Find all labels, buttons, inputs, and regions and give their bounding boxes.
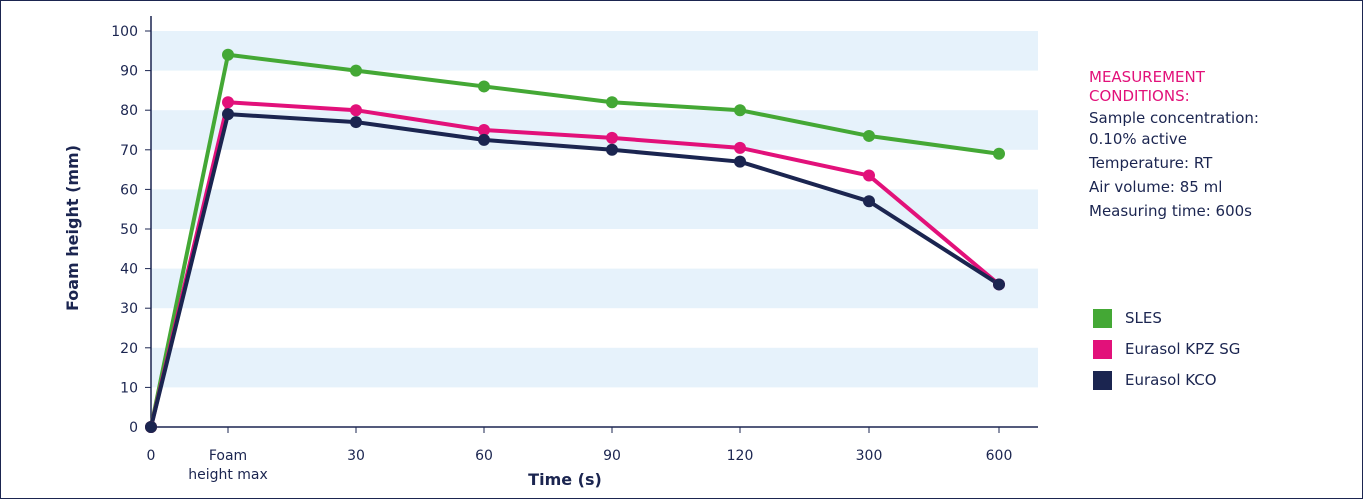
axes <box>145 16 1038 433</box>
grid-bands <box>151 31 1038 388</box>
x-tick-label: 0 <box>147 448 156 464</box>
legend: SLES Eurasol KPZ SG Eurasol KCO <box>1093 307 1240 400</box>
data-point-1-1 <box>222 96 234 109</box>
y-tick-label: 40 <box>120 262 138 278</box>
x-tick-label: 300 <box>856 448 883 464</box>
x-tick-label: 60 <box>475 448 493 464</box>
data-point-0-2 <box>350 64 362 77</box>
grid-band <box>151 268 1038 309</box>
data-point-1-5 <box>734 141 746 154</box>
conditions-title-line1: MEASUREMENT <box>1089 68 1205 86</box>
data-point-2-4 <box>606 143 618 156</box>
x-axis-title: Time (s) <box>528 470 602 489</box>
condition-concentration-value: 0.10% active <box>1089 130 1188 148</box>
grid-band <box>151 31 1038 71</box>
conditions-title-line2: CONDITIONS: <box>1089 87 1190 105</box>
legend-item-sles: SLES <box>1093 307 1240 329</box>
x-tick-labels: 0 Foam height max 30 60 90 120 300 600 <box>147 448 1013 483</box>
series-points <box>145 48 1005 433</box>
data-point-2-2 <box>350 116 362 129</box>
legend-swatch-kpz <box>1093 339 1112 359</box>
data-point-2-1 <box>222 108 234 121</box>
series-line-2 <box>149 112 1001 429</box>
data-point-2-3 <box>478 133 490 146</box>
x-tick-label: 30 <box>347 448 365 464</box>
grid-band <box>151 347 1038 388</box>
legend-item-kco: Eurasol KCO <box>1093 369 1240 391</box>
y-tick-label: 70 <box>120 143 138 159</box>
x-tick-label: height max <box>188 467 268 483</box>
data-point-0-7 <box>993 147 1005 160</box>
data-point-0-5 <box>734 104 746 117</box>
y-tick-label: 60 <box>120 182 138 198</box>
y-tick-label: 20 <box>120 341 138 357</box>
conditions-title: MEASUREMENT CONDITIONS: <box>1089 68 1349 106</box>
data-point-0-3 <box>478 80 490 93</box>
x-tick-label: 90 <box>603 448 621 464</box>
legend-swatch-kco <box>1093 370 1112 390</box>
data-point-1-2 <box>350 104 362 117</box>
y-tick-label: 10 <box>120 380 138 396</box>
grid-band <box>151 189 1038 229</box>
condition-measuring-time: Measuring time: 600s <box>1089 202 1252 220</box>
x-tick-label: 600 <box>986 448 1013 464</box>
data-point-1-6 <box>863 169 875 182</box>
y-tick-label: 30 <box>120 301 138 317</box>
y-tick-label: 80 <box>120 103 138 119</box>
legend-label-kco: Eurasol KCO <box>1125 371 1217 389</box>
condition-temperature: Temperature: RT <box>1089 154 1213 172</box>
y-tick-label: 100 <box>111 24 138 40</box>
condition-concentration-label: Sample concentration: <box>1089 109 1259 127</box>
legend-item-kpz: Eurasol KPZ SG <box>1093 338 1240 360</box>
series-line-1 <box>149 100 1001 429</box>
y-tick-label: 90 <box>120 64 138 80</box>
y-axis-title: Foam height (mm) <box>63 145 82 311</box>
data-point-2-7 <box>993 278 1005 291</box>
data-point-0-4 <box>606 96 618 109</box>
data-point-2-6 <box>863 195 875 208</box>
x-tick-label: Foam <box>209 448 247 464</box>
data-point-2-0 <box>145 421 157 433</box>
series-line-0 <box>149 52 1001 429</box>
y-tick-label: 50 <box>120 222 138 238</box>
data-point-0-1 <box>222 48 234 61</box>
y-tick-label: 0 <box>129 420 138 436</box>
data-point-1-4 <box>606 131 618 144</box>
legend-label-kpz: Eurasol KPZ SG <box>1125 340 1241 358</box>
data-point-0-6 <box>863 129 875 142</box>
x-tick-label: 120 <box>727 448 754 464</box>
series-lines <box>149 52 1001 429</box>
data-point-2-5 <box>734 155 746 168</box>
measurement-conditions: MEASUREMENT CONDITIONS: Sample concentra… <box>1089 68 1349 225</box>
legend-swatch-sles <box>1093 308 1112 328</box>
condition-air-volume: Air volume: 85 ml <box>1089 178 1223 196</box>
legend-label-sles: SLES <box>1125 309 1162 327</box>
y-tick-labels: 0 10 20 30 40 50 60 70 80 90 100 <box>111 24 138 436</box>
data-point-1-3 <box>478 124 490 136</box>
